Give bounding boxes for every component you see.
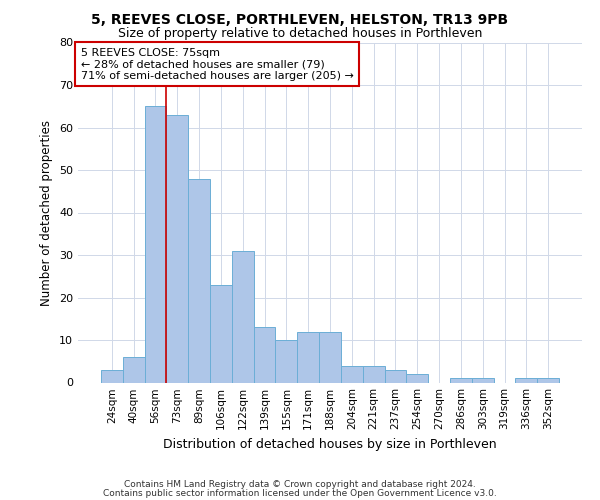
Bar [385,370,406,382]
Bar [166,115,188,382]
Bar [101,370,123,382]
Bar [145,106,166,382]
Bar [188,178,210,382]
Text: 5 REEVES CLOSE: 75sqm
← 28% of detached houses are smaller (79)
71% of semi-deta: 5 REEVES CLOSE: 75sqm ← 28% of detached … [80,48,353,81]
Text: Contains HM Land Registry data © Crown copyright and database right 2024.: Contains HM Land Registry data © Crown c… [124,480,476,489]
Bar [319,332,341,382]
Bar [363,366,385,382]
Bar [537,378,559,382]
Text: 5, REEVES CLOSE, PORTHLEVEN, HELSTON, TR13 9PB: 5, REEVES CLOSE, PORTHLEVEN, HELSTON, TR… [91,12,509,26]
Text: Contains public sector information licensed under the Open Government Licence v3: Contains public sector information licen… [103,488,497,498]
Bar [123,357,145,382]
Bar [232,251,254,382]
Bar [515,378,537,382]
Y-axis label: Number of detached properties: Number of detached properties [40,120,53,306]
X-axis label: Distribution of detached houses by size in Porthleven: Distribution of detached houses by size … [163,438,497,451]
Bar [254,327,275,382]
Text: Size of property relative to detached houses in Porthleven: Size of property relative to detached ho… [118,28,482,40]
Bar [275,340,297,382]
Bar [210,285,232,382]
Bar [472,378,494,382]
Bar [297,332,319,382]
Bar [450,378,472,382]
Bar [406,374,428,382]
Bar [341,366,363,382]
